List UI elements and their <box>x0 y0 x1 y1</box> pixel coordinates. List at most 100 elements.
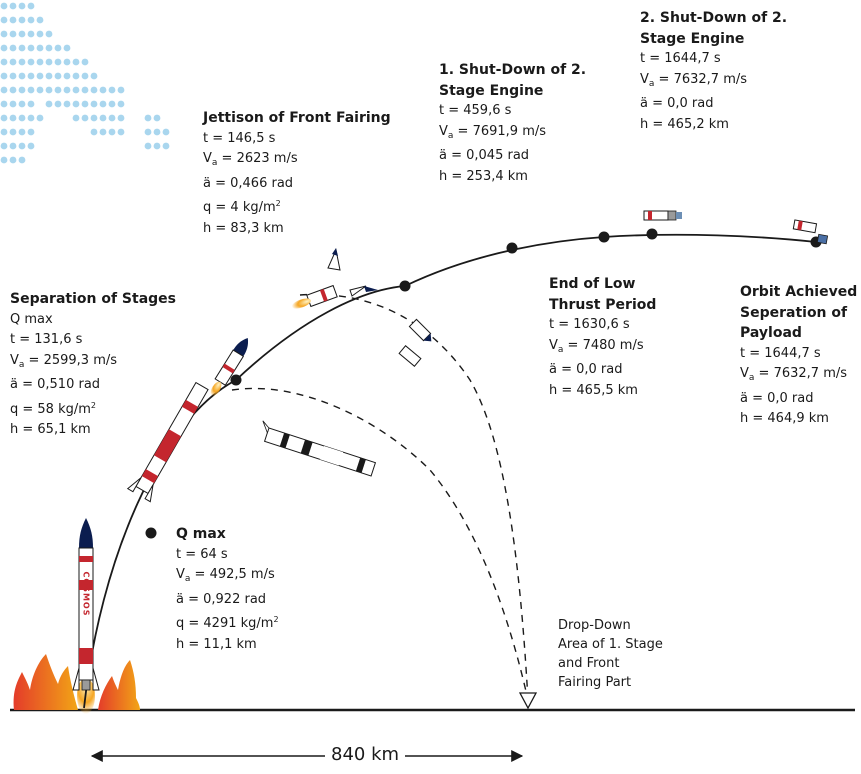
decorative-dot <box>18 114 26 122</box>
decorative-dot <box>45 72 53 80</box>
decorative-dot <box>27 86 35 94</box>
decorative-dot <box>72 114 80 122</box>
decorative-dot-pattern <box>0 2 170 164</box>
decorative-dot <box>153 128 161 136</box>
decorative-dot <box>18 156 26 164</box>
decorative-dot <box>81 58 89 66</box>
event-title: Orbit Achieved Seperation of Payload <box>740 284 858 341</box>
decorative-dot <box>9 156 17 164</box>
drop-down-marker <box>518 692 538 710</box>
decorative-dot <box>45 58 53 66</box>
event-value-line: ä = 0,922 rad <box>176 591 267 607</box>
decorative-dot <box>0 30 8 38</box>
decorative-dot <box>0 2 8 10</box>
decorative-dot <box>0 156 8 164</box>
decorative-dot <box>45 44 53 52</box>
decorative-dot <box>81 114 89 122</box>
decorative-dot <box>63 58 71 66</box>
decorative-dot <box>27 58 35 66</box>
decorative-dot <box>18 2 26 10</box>
event-value-line: t = 146,5 s <box>203 130 276 146</box>
decorative-dot <box>9 2 17 10</box>
falling-first-stage <box>262 420 377 477</box>
decorative-dot <box>45 30 53 38</box>
decorative-dot <box>81 86 89 94</box>
decorative-dot <box>0 16 8 24</box>
decorative-dot <box>9 86 17 94</box>
launch-flame-right <box>98 660 140 710</box>
event-title: Separation of Stages <box>10 291 177 307</box>
event-value-line: h = 465,5 km <box>549 382 638 398</box>
event-value-line: Va = 7691,9 m/s <box>439 123 547 141</box>
decorative-dot <box>90 128 98 136</box>
decorative-dot <box>54 100 62 108</box>
decorative-dot <box>153 114 161 122</box>
event-title: End of Low Thrust Period <box>549 276 657 313</box>
decorative-dot <box>90 114 98 122</box>
decorative-dot <box>117 128 125 136</box>
decorative-dot <box>81 100 89 108</box>
falling-fairing-parts <box>398 318 432 367</box>
event-dot-end-low-thrust <box>598 231 610 243</box>
decorative-dot <box>108 86 116 94</box>
rocket-on-pad: COSMOS <box>72 518 100 691</box>
upper-stage-orbit <box>643 210 682 221</box>
decorative-dot <box>90 86 98 94</box>
decorative-dot <box>27 128 35 136</box>
ascending-upper-stage <box>210 337 249 396</box>
decorative-dot <box>36 16 44 24</box>
event-value-line: t = 1630,6 s <box>549 317 630 332</box>
decorative-dot <box>90 72 98 80</box>
event-value-line: t = 131,6 s <box>10 332 83 347</box>
decorative-dot <box>36 86 44 94</box>
label-orbit-achieved: Orbit Achieved Seperation of Payload t = … <box>740 282 860 430</box>
decorative-dot <box>27 16 35 24</box>
label-q-max: Q max t = 64 s Va = 492,5 m/s ä = 0,922 rad… <box>176 524 279 655</box>
decorative-dot <box>9 142 17 150</box>
decorative-dot <box>117 86 125 94</box>
decorative-dot <box>18 44 26 52</box>
decorative-dot <box>144 142 152 150</box>
decorative-dot <box>18 86 26 94</box>
decorative-dot <box>9 114 17 122</box>
decorative-dot <box>117 100 125 108</box>
drop-down-area-label: Drop-Down Area of 1. Stage and Front Fai… <box>558 616 663 692</box>
decorative-dot <box>72 58 80 66</box>
decorative-dot <box>36 30 44 38</box>
payload-separation <box>792 219 829 245</box>
decorative-dot <box>9 100 17 108</box>
decorative-dot <box>63 100 71 108</box>
decorative-dot <box>36 58 44 66</box>
ascending-first-stage <box>126 381 209 503</box>
event-dot-jettison <box>399 280 411 292</box>
event-value-line: ä = 0,0 rad <box>549 362 623 377</box>
decorative-dot <box>18 100 26 108</box>
decorative-dot <box>45 86 53 94</box>
decorative-dot <box>0 100 8 108</box>
event-dot-second-shutdown <box>646 228 658 240</box>
decorative-dot <box>36 44 44 52</box>
decorative-dot <box>27 44 35 52</box>
decorative-dot <box>0 44 8 52</box>
rocket-at-jettison <box>291 284 338 309</box>
event-value-line: Va = 7632,7 m/s <box>740 366 848 383</box>
event-dot-first-shutdown <box>506 242 518 254</box>
event-value-line: h = 253,4 km <box>439 168 528 184</box>
label-end-low-thrust: End of Low Thrust Period t = 1630,6 s Va =… <box>549 274 659 401</box>
decorative-dot <box>9 44 17 52</box>
event-value-line: Va = 7632,7 m/s <box>640 71 748 89</box>
decorative-dot <box>63 44 71 52</box>
event-value-line: h = 83,3 km <box>203 220 284 236</box>
decorative-dot <box>18 128 26 136</box>
decorative-dot <box>144 114 152 122</box>
decorative-dot <box>90 100 98 108</box>
decorative-dot <box>63 86 71 94</box>
event-value-line: h = 465,2 km <box>640 116 729 132</box>
decorative-dot <box>72 86 80 94</box>
decorative-dot <box>45 100 53 108</box>
event-title: Jettison of Front Fairing <box>203 110 391 126</box>
event-value-line: Q max <box>10 311 53 327</box>
event-value-line: t = 64 s <box>176 546 228 562</box>
drop-down-line-2: Area of 1. Stage <box>558 637 663 652</box>
